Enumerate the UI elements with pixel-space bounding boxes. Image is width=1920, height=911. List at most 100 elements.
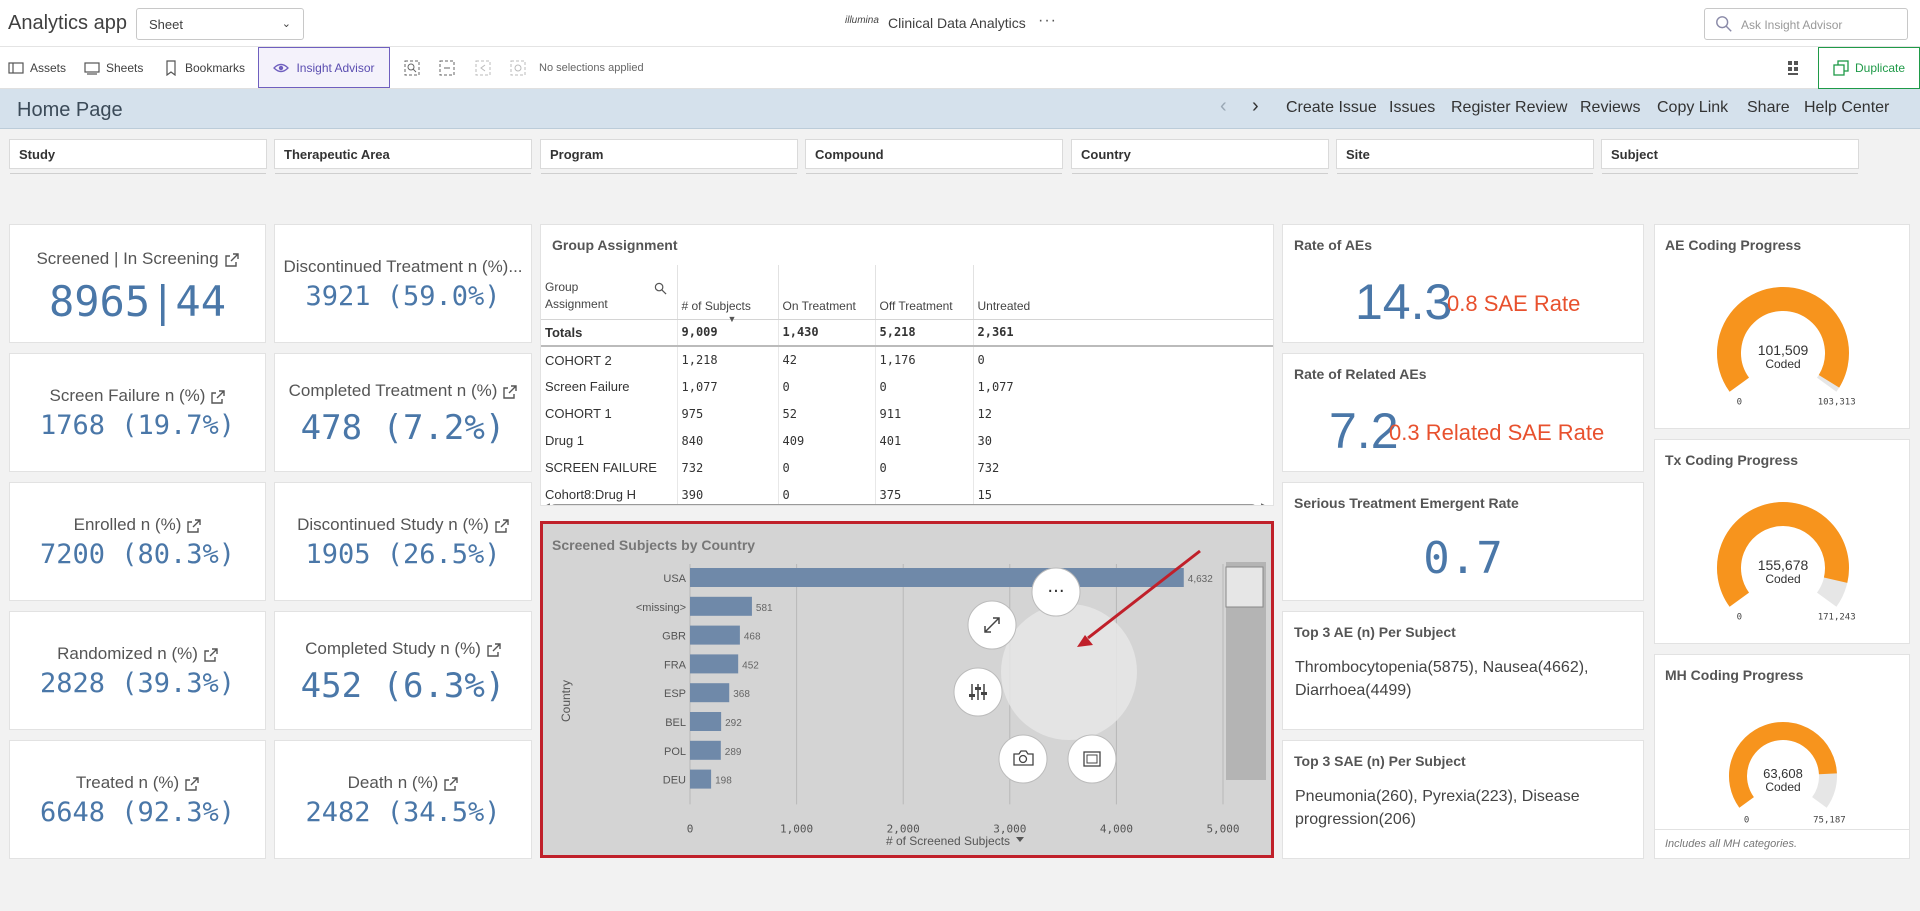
rate-of-aes-card[interactable]: Rate of AEs 14.3 0.8 SAE Rate xyxy=(1282,224,1644,343)
grid-icon[interactable] xyxy=(1786,59,1804,77)
bar[interactable] xyxy=(690,683,730,703)
kpi-card-enrolled[interactable]: Enrolled n (%) 7200 (80.3%) xyxy=(9,482,266,601)
column-header-untreated[interactable]: Untreated xyxy=(973,265,1273,320)
filter-therapeutic-area[interactable]: Therapeutic Area xyxy=(274,139,532,174)
clear-selections-icon[interactable] xyxy=(509,59,527,77)
kpi-card-screened[interactable]: Screened | In Screening 8965|44 xyxy=(9,224,266,343)
table-row[interactable]: Cohort8:Drug H 390 0 375 15 xyxy=(541,481,1273,505)
issues-link[interactable]: Issues xyxy=(1389,99,1436,116)
table-cell[interactable]: SCREEN FAILURE xyxy=(541,454,678,481)
mh-coding-progress-card[interactable]: MH Coding Progress 63,608 Coded 0 75,187 xyxy=(1654,654,1910,830)
top3-ae-card[interactable]: Top 3 AE (n) Per Subject Thrombocytopeni… xyxy=(1282,611,1644,730)
country-bar-chart[interactable]: 0 1,000 2,000 3,000 4,000 5,000 USA 4,632 <miss… xyxy=(543,524,1271,855)
table-cell[interactable]: Cohort8:Drug H xyxy=(541,481,678,505)
table-cell[interactable]: COHORT 1 xyxy=(541,400,678,427)
selections-tool-icon[interactable] xyxy=(438,59,456,77)
kpi-label: Completed Treatment n (%) xyxy=(275,381,531,401)
table-cell[interactable]: Drug 1 xyxy=(541,427,678,454)
kpi-card-discontinued-study[interactable]: Discontinued Study n (%) 1905 (26.5%) xyxy=(274,482,532,601)
bar[interactable] xyxy=(690,712,722,731)
copy-link-link[interactable]: Copy Link xyxy=(1657,99,1729,116)
sheets-button[interactable]: Sheets xyxy=(84,60,143,76)
screened-by-country-panel[interactable]: Screened Subjects by Country 0 1,000 2,000… xyxy=(540,521,1274,858)
bookmarks-button[interactable]: Bookmarks xyxy=(163,60,245,76)
ae-coding-progress-card[interactable]: AE Coding Progress 101,509 Coded 0 103,313 xyxy=(1654,224,1910,429)
filter-country[interactable]: Country xyxy=(1071,139,1329,174)
column-header-on-treatment[interactable]: On Treatment xyxy=(778,265,876,320)
bar[interactable] xyxy=(690,625,740,645)
table-cell: 390 xyxy=(677,481,779,505)
top3-sae-card[interactable]: Top 3 SAE (n) Per Subject Pneumonia(260)… xyxy=(1282,740,1644,859)
y-tick-label[interactable]: ESP xyxy=(664,688,686,700)
table-row[interactable]: COHORT 2 1,218 42 1,176 0 xyxy=(541,346,1273,373)
export-image-button[interactable] xyxy=(1067,734,1117,784)
table-cell[interactable]: COHORT 2 xyxy=(541,346,678,373)
bar[interactable] xyxy=(690,568,1184,587)
bar[interactable] xyxy=(690,769,712,789)
search-icon[interactable] xyxy=(654,282,667,295)
column-header-off-treatment[interactable]: Off Treatment xyxy=(875,265,974,320)
x-axis-label[interactable]: # of Screened Subjects xyxy=(886,834,1010,848)
y-tick-label[interactable]: FRA xyxy=(664,659,687,671)
kpi-card-randomized[interactable]: Randomized n (%) 2828 (39.3%) xyxy=(9,611,266,730)
kpi-card-screen-failure[interactable]: Screen Failure n (%) 1768 (19.7%) xyxy=(9,353,266,472)
smart-search-icon[interactable] xyxy=(403,59,421,77)
column-header-subjects[interactable]: # of Subjects ▼ xyxy=(677,265,779,324)
previous-sheet-icon[interactable]: ‹ xyxy=(1220,95,1227,117)
help-center-link[interactable]: Help Center xyxy=(1804,99,1890,116)
create-issue-link[interactable]: Create Issue xyxy=(1286,99,1377,116)
y-tick-label[interactable]: GBR xyxy=(662,631,686,643)
next-sheet-icon[interactable]: › xyxy=(1252,95,1259,117)
expand-button[interactable] xyxy=(967,600,1017,650)
totals-cell: 9,009 xyxy=(677,319,779,347)
table-cell[interactable]: Screen Failure xyxy=(541,373,678,400)
filter-site[interactable]: Site xyxy=(1336,139,1594,174)
snapshot-button[interactable] xyxy=(998,734,1048,784)
rate-of-related-aes-card[interactable]: Rate of Related AEs 7.2 0.3 Related SAE … xyxy=(1282,353,1644,472)
table-row[interactable]: SCREEN FAILURE 732 0 0 732 xyxy=(541,454,1273,481)
table-row[interactable]: Screen Failure 1,077 0 0 1,077 xyxy=(541,373,1273,400)
y-tick-label[interactable]: DEU xyxy=(663,775,686,787)
bar[interactable] xyxy=(690,740,721,760)
kpi-card-treated[interactable]: Treated n (%) 6648 (92.3%) xyxy=(9,740,266,859)
bar[interactable] xyxy=(690,654,739,674)
more-options-icon[interactable]: ··· xyxy=(1038,12,1057,29)
more-actions-button[interactable]: ··· xyxy=(1031,567,1081,617)
dropdown-arrow-icon[interactable] xyxy=(1016,837,1024,842)
kpi-card-completed-study[interactable]: Completed Study n (%) 452 (6.3%) xyxy=(274,611,532,730)
minimap-viewport[interactable] xyxy=(1225,566,1264,608)
y-tick-label[interactable]: USA xyxy=(663,573,686,585)
insight-advisor-button[interactable]: Insight Advisor xyxy=(258,47,390,88)
tx-coding-progress-card[interactable]: Tx Coding Progress 155,678 Coded 0 171,243 xyxy=(1654,439,1910,644)
kpi-card-discontinued-treatment[interactable]: Discontinued Treatment n (%)... 3921 (59… xyxy=(274,224,532,343)
sheet-select[interactable]: Sheet ⌄ xyxy=(136,8,304,40)
step-back-icon[interactable] xyxy=(474,59,492,77)
kpi-label: Discontinued Treatment n (%)... xyxy=(283,257,523,276)
y-tick-label[interactable]: POL xyxy=(664,746,686,758)
table-row[interactable]: Drug 1 840 409 401 30 xyxy=(541,427,1273,454)
y-tick-label[interactable]: <missing> xyxy=(636,602,686,614)
register-review-link[interactable]: Register Review xyxy=(1451,99,1568,116)
kpi-card-death[interactable]: Death n (%) 2482 (34.5%) xyxy=(274,740,532,859)
column-header-group[interactable]: Group Assignment xyxy=(541,265,678,320)
bar[interactable] xyxy=(690,596,752,616)
duplicate-button[interactable]: Duplicate xyxy=(1818,47,1920,89)
reviews-link[interactable]: Reviews xyxy=(1580,99,1641,116)
ask-insight-advisor-input[interactable]: Ask Insight Advisor xyxy=(1704,8,1908,40)
table-row[interactable]: COHORT 1 975 52 911 12 xyxy=(541,400,1273,427)
scroll-left-icon[interactable]: ◀ xyxy=(543,501,550,506)
filter-compound[interactable]: Compound xyxy=(805,139,1063,174)
share-link[interactable]: Share xyxy=(1747,99,1790,116)
filter-program[interactable]: Program xyxy=(540,139,798,174)
y-tick-label[interactable]: BEL xyxy=(665,717,686,729)
horizontal-scrollbar[interactable] xyxy=(551,504,1256,505)
serious-te-rate-card[interactable]: Serious Treatment Emergent Rate 0.7 xyxy=(1282,482,1644,601)
scroll-right-icon[interactable]: ▶ xyxy=(1261,501,1268,506)
kpi-card-completed-treatment[interactable]: Completed Treatment n (%) 478 (7.2%) xyxy=(274,353,532,472)
assets-button[interactable]: Assets xyxy=(8,60,66,76)
adjust-settings-button[interactable] xyxy=(953,667,1003,717)
table-cell: 42 xyxy=(778,346,876,373)
kpi-value: 1768 (19.7%) xyxy=(39,410,236,441)
filter-study[interactable]: Study xyxy=(9,139,267,174)
filter-subject[interactable]: Subject xyxy=(1601,139,1859,174)
